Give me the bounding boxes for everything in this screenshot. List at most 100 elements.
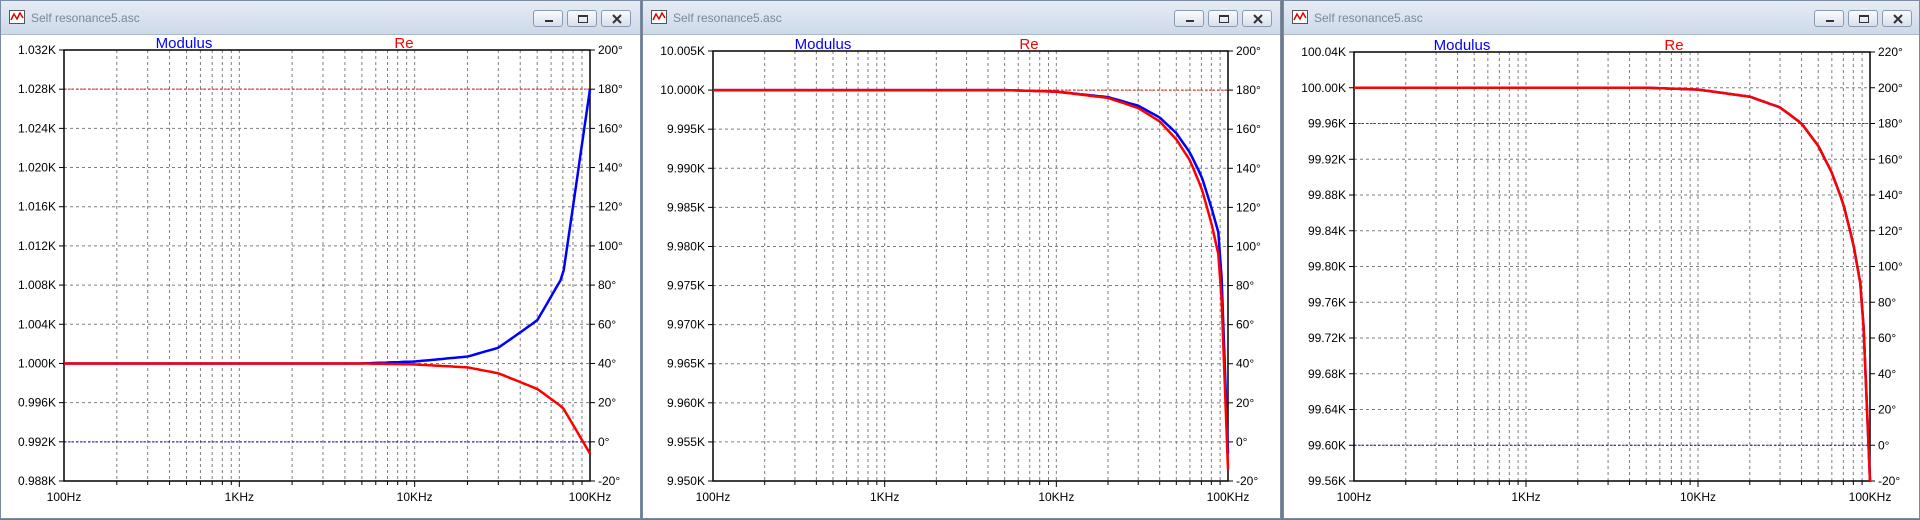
- y-tick-label-left: 99.88K: [1308, 188, 1346, 202]
- y-tick-label-left: 99.76K: [1308, 295, 1346, 309]
- y-tick-label-right: 100°: [598, 239, 623, 253]
- y-tick-label-right: 60°: [598, 317, 616, 331]
- series-line-re: [64, 362, 592, 455]
- plot-area[interactable]: 100.04K 100.00K 99.96K 99.92K 99.88K 99.84K 99…: [1284, 34, 1920, 520]
- minimize-button[interactable]: [1174, 10, 1204, 27]
- y-tick-label-left: 1.024K: [18, 121, 56, 135]
- y-tick-label-left: 9.980K: [667, 239, 705, 253]
- x-tick-label: 100Hz: [47, 490, 82, 504]
- trace-name-modulus: Modulus: [156, 35, 213, 52]
- y-tick-label-left: 10.000K: [660, 83, 705, 97]
- y-tick-label-right: 120°: [1878, 224, 1903, 238]
- plot-window-1: Self resonance5.asc 1.032K 1.028K 1.024K 1.…: [0, 0, 641, 519]
- y-tick-label-left: 1.028K: [18, 82, 56, 96]
- y-tick-label-right: -20°: [598, 474, 620, 488]
- waveform-app-icon: [651, 10, 667, 24]
- y-tick-label-left: 9.960K: [667, 396, 705, 410]
- y-tick-label-right: 160°: [1878, 152, 1903, 166]
- y-tick-label-left: 99.96K: [1308, 117, 1346, 131]
- y-tick-label-right: 120°: [598, 200, 623, 214]
- y-tick-label-left: 99.84K: [1308, 224, 1346, 238]
- y-tick-label-left: 9.975K: [667, 279, 705, 293]
- y-tick-label-left: 99.60K: [1308, 438, 1346, 452]
- minimize-button[interactable]: [533, 10, 563, 27]
- x-tick-label: 10KHz: [1038, 490, 1074, 504]
- y-tick-label-left: 1.020K: [18, 161, 56, 175]
- y-tick-label-right: 160°: [598, 121, 623, 135]
- series-line-re: [1354, 86, 1872, 482]
- y-tick-label-right: 0°: [1236, 435, 1248, 449]
- close-icon: [1893, 14, 1903, 24]
- y-tick-label-right: 200°: [598, 43, 623, 57]
- y-tick-label-right: 0°: [1878, 438, 1890, 452]
- minimize-button[interactable]: [1814, 10, 1844, 27]
- y-tick-label-right: 100°: [1236, 239, 1261, 253]
- y-tick-label-right: 40°: [1878, 367, 1896, 381]
- y-tick-label-left: 99.72K: [1308, 331, 1346, 345]
- y-tick-label-right: 40°: [1236, 357, 1254, 371]
- close-icon: [612, 14, 622, 24]
- y-tick-label-left: 0.996K: [18, 396, 56, 410]
- series-line-modulus: [1354, 86, 1872, 482]
- y-tick-label-right: 160°: [1236, 122, 1261, 136]
- y-tick-label-left: 9.970K: [667, 318, 705, 332]
- plot-area[interactable]: 10.005K 10.000K 9.995K 9.990K 9.985K 9.980K 9.…: [643, 34, 1282, 520]
- maximize-icon: [578, 15, 588, 23]
- y-tick-label-left: 1.008K: [18, 278, 56, 292]
- y-tick-label-left: 99.56K: [1308, 474, 1346, 488]
- x-tick-label: 10KHz: [1680, 490, 1716, 504]
- y-tick-label-right: 20°: [598, 396, 616, 410]
- plot-window-3: Self resonance5.asc 100.04K 100.00K 99.96K…: [1283, 0, 1920, 519]
- y-tick-label-right: 220°: [1878, 45, 1903, 59]
- waveform-app-icon: [1292, 10, 1308, 24]
- y-tick-label-left: 99.64K: [1308, 403, 1346, 417]
- window-title: Self resonance5.asc: [31, 11, 140, 25]
- close-button[interactable]: [601, 10, 631, 27]
- x-tick-label: 1KHz: [1511, 490, 1540, 504]
- x-tick-label: 100KHz: [569, 490, 612, 504]
- maximize-button[interactable]: [1848, 10, 1878, 27]
- x-tick-label: 100Hz: [696, 490, 731, 504]
- title-bar[interactable]: Self resonance5.asc: [1, 1, 640, 35]
- y-tick-label-right: 80°: [1236, 279, 1254, 293]
- y-tick-label-left: 9.990K: [667, 161, 705, 175]
- plot-window-2: Self resonance5.asc 10.005K 10.000K 9.995K…: [642, 0, 1281, 519]
- minimize-icon: [545, 20, 553, 22]
- title-bar[interactable]: Self resonance5.asc: [1284, 1, 1919, 35]
- x-tick-label: 100KHz: [1849, 490, 1892, 504]
- series-line-modulus: [713, 88, 1230, 454]
- y-tick-label-right: 80°: [1878, 295, 1896, 309]
- plot-frame: [712, 50, 1229, 482]
- y-tick-label-left: 1.032K: [18, 43, 56, 57]
- plot-area[interactable]: 1.032K 1.028K 1.024K 1.020K 1.016K 1.012K 1.00…: [1, 34, 642, 520]
- y-tick-label-left: 1.004K: [18, 317, 56, 331]
- y-tick-label-right: 80°: [598, 278, 616, 292]
- y-tick-label-right: 180°: [1236, 83, 1261, 97]
- trace-name-modulus: Modulus: [1434, 37, 1491, 54]
- y-tick-label-left: 100.04K: [1301, 45, 1346, 59]
- y-tick-label-right: 180°: [598, 82, 623, 96]
- title-bar[interactable]: Self resonance5.asc: [643, 1, 1280, 35]
- x-tick-label: 1KHz: [870, 490, 899, 504]
- maximize-button[interactable]: [1208, 10, 1238, 27]
- y-tick-label-left: 1.012K: [18, 239, 56, 253]
- y-tick-label-right: 100°: [1878, 260, 1903, 274]
- y-tick-label-right: 0°: [598, 435, 610, 449]
- y-tick-label-left: 99.92K: [1308, 152, 1346, 166]
- trace-name-re: Re: [1019, 36, 1038, 53]
- y-tick-label-right: 200°: [1878, 81, 1903, 95]
- y-tick-label-right: 40°: [598, 356, 616, 370]
- maximize-icon: [1219, 15, 1229, 23]
- y-tick-label-left: 9.950K: [667, 474, 705, 488]
- close-button[interactable]: [1882, 10, 1912, 27]
- window-title: Self resonance5.asc: [1314, 11, 1423, 25]
- plot-frame: [63, 49, 591, 482]
- y-tick-label-right: 20°: [1878, 403, 1896, 417]
- y-tick-label-right: 140°: [598, 161, 623, 175]
- y-tick-label-left: 0.992K: [18, 435, 56, 449]
- y-tick-label-left: 1.016K: [18, 200, 56, 214]
- series-line-re: [713, 88, 1230, 470]
- close-button[interactable]: [1242, 10, 1272, 27]
- maximize-button[interactable]: [567, 10, 597, 27]
- y-tick-label-left: 0.988K: [18, 474, 56, 488]
